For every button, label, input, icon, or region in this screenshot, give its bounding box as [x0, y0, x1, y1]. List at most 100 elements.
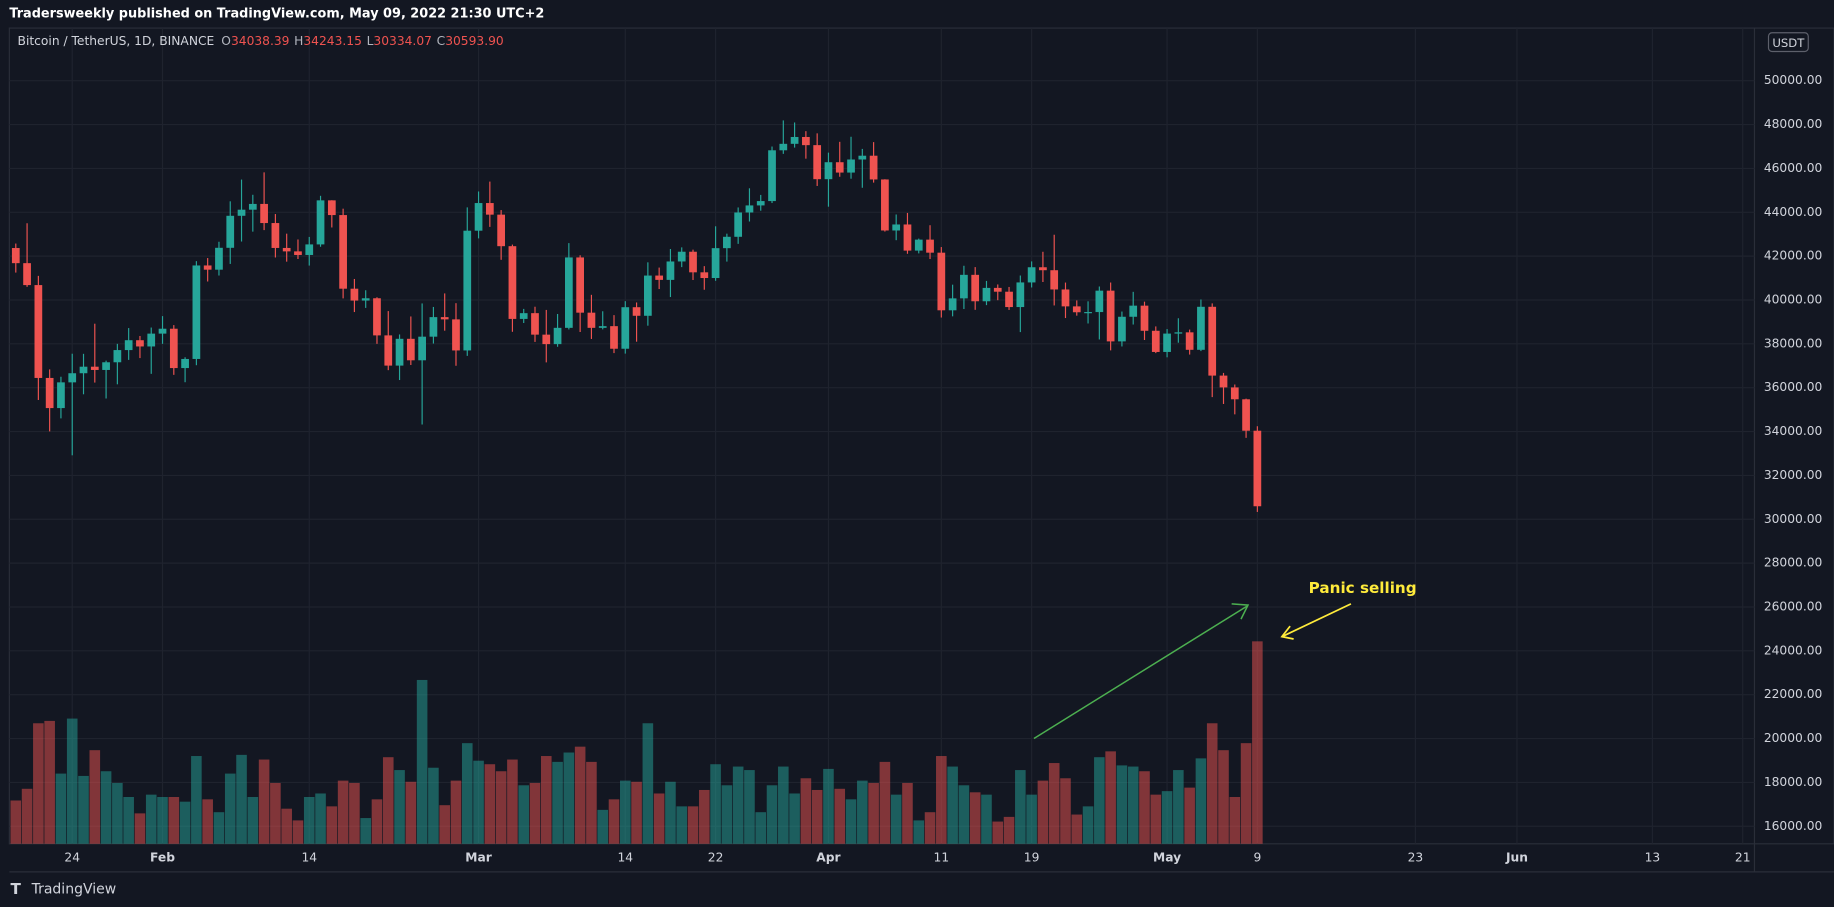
candle-body: [689, 251, 697, 273]
candle-body: [34, 285, 43, 378]
candle-body: [587, 312, 596, 328]
x-tick-label: Apr: [816, 850, 841, 864]
candle-body: [711, 248, 720, 279]
candle-body: [1219, 375, 1228, 388]
candle-body: [1050, 270, 1059, 290]
y-tick-label: 24000.00: [1764, 643, 1823, 657]
candle-body: [914, 239, 923, 251]
volume-bar: [450, 780, 462, 844]
volume-bar: [461, 743, 473, 844]
volume-bar: [1206, 723, 1218, 844]
candle-body: [158, 328, 167, 334]
candle-body: [598, 326, 607, 328]
volume-bar: [823, 768, 834, 844]
candle-body: [169, 328, 178, 369]
volume-bar: [360, 818, 371, 844]
volume-bar: [958, 785, 970, 844]
volume-bar: [123, 796, 134, 844]
x-tick-label: 19: [1024, 850, 1040, 864]
volume-bar: [473, 760, 484, 844]
candle-body: [418, 336, 426, 361]
volume-bar: [789, 793, 800, 844]
volume-bar: [1150, 794, 1162, 844]
ohlc-key: L: [367, 33, 374, 47]
volume-bar: [563, 752, 575, 844]
candle-body: [350, 288, 359, 301]
candle-body: [926, 239, 934, 253]
symbol-legend: Bitcoin / TetherUS, 1D, BINANCE O34038.39…: [18, 33, 504, 47]
x-tick-label: 23: [1408, 850, 1424, 864]
volume-bar: [845, 799, 857, 844]
candle-body: [23, 263, 31, 286]
volume-bar: [721, 785, 733, 844]
y-tick-label: 40000.00: [1764, 292, 1823, 306]
candle-body: [835, 162, 844, 173]
currency-label: USDT: [1772, 36, 1805, 50]
volume-bar: [732, 766, 744, 844]
x-tick-label: 21: [1735, 850, 1751, 864]
volume-bar: [1173, 770, 1184, 844]
candle-body: [869, 155, 878, 180]
candle-body: [406, 338, 415, 361]
annotation: Panic selling: [1309, 579, 1417, 597]
volume-bar: [66, 718, 78, 844]
volume-bar: [281, 808, 292, 844]
volume-bar: [1071, 814, 1083, 844]
candle-body: [1027, 267, 1036, 283]
candle-body: [508, 246, 517, 319]
candle-body: [632, 307, 641, 316]
candle-body: [181, 358, 189, 369]
candle-body: [982, 287, 991, 302]
candle-body: [452, 319, 460, 351]
volume-bar: [1127, 766, 1139, 844]
volume-bar: [890, 794, 902, 844]
volume-bar: [947, 766, 958, 844]
candle-body: [1118, 316, 1126, 342]
x-tick-label: 11: [934, 850, 950, 864]
volume-bar: [1037, 780, 1049, 844]
volume-bar: [1026, 794, 1037, 844]
volume-bar: [1195, 758, 1207, 844]
candle-body: [576, 257, 585, 313]
green-arrow: [1033, 605, 1248, 740]
volume-bar: [213, 812, 225, 844]
candle-body: [339, 215, 347, 289]
candle-body: [745, 205, 754, 213]
x-tick-label: 24: [64, 850, 80, 864]
volume-bar: [744, 770, 755, 844]
volume-bar: [179, 801, 191, 844]
volume-bar: [78, 775, 89, 844]
candle-body: [892, 224, 901, 231]
currency-badge: [1767, 32, 1809, 53]
candle-body: [429, 317, 438, 337]
candle-body: [497, 214, 505, 247]
candle-body: [248, 203, 257, 210]
candle-body: [1163, 333, 1171, 352]
y-tick-label: 36000.00: [1764, 380, 1823, 394]
volume-bar: [416, 679, 428, 844]
volume-bar: [484, 764, 496, 844]
ohlc-value: 34038.39: [231, 33, 290, 47]
candle-body: [361, 298, 370, 301]
volume-bar: [653, 793, 665, 844]
candle-body: [655, 275, 664, 280]
candle-body: [700, 272, 709, 279]
candle-body: [113, 350, 122, 363]
candle-body: [960, 274, 968, 299]
volume-bar: [981, 794, 992, 844]
x-tick-label: 14: [617, 850, 633, 864]
volume-bar: [710, 764, 721, 844]
candle-body: [948, 298, 957, 311]
candle-body: [621, 307, 630, 349]
candle-body: [203, 265, 212, 270]
volume-bar: [619, 780, 631, 844]
candle-body: [993, 287, 1002, 292]
volume-bar: [326, 806, 338, 844]
volume-bar: [439, 805, 450, 844]
candle-body: [1185, 332, 1194, 350]
volume-bar: [676, 806, 688, 844]
volume-bar: [224, 773, 236, 844]
candle-body: [1039, 267, 1047, 271]
candle-body: [1129, 305, 1138, 317]
